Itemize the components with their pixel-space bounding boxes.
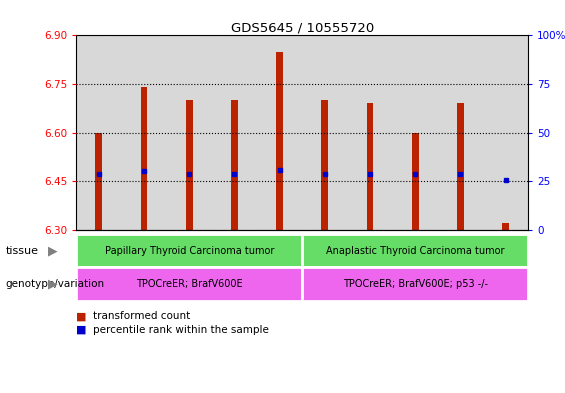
Bar [438, 35, 483, 230]
Bar [76, 234, 302, 267]
Text: genotype/variation: genotype/variation [6, 279, 105, 289]
Bar [457, 103, 464, 230]
Text: percentile rank within the sample: percentile rank within the sample [93, 325, 269, 335]
Text: ▶: ▶ [48, 244, 58, 257]
Bar [257, 35, 302, 230]
Bar [367, 103, 373, 230]
Bar [302, 267, 528, 301]
Bar [212, 35, 257, 230]
Bar [95, 133, 102, 230]
Bar [186, 100, 193, 230]
Text: transformed count: transformed count [93, 311, 190, 321]
Text: Anaplastic Thyroid Carcinoma tumor: Anaplastic Thyroid Carcinoma tumor [326, 246, 505, 255]
Bar [347, 35, 393, 230]
Text: ■: ■ [76, 325, 87, 335]
Text: Papillary Thyroid Carcinoma tumor: Papillary Thyroid Carcinoma tumor [105, 246, 274, 255]
Text: ■: ■ [76, 311, 87, 321]
Bar [412, 133, 419, 230]
Bar [121, 35, 167, 230]
Bar [302, 234, 528, 267]
Bar [76, 35, 121, 230]
Bar [502, 224, 509, 230]
Text: TPOCreER; BrafV600E; p53 -/-: TPOCreER; BrafV600E; p53 -/- [343, 279, 488, 289]
Text: ▶: ▶ [48, 277, 58, 290]
Title: GDS5645 / 10555720: GDS5645 / 10555720 [231, 21, 374, 34]
Bar [483, 35, 528, 230]
Bar [76, 267, 302, 301]
Bar [141, 87, 147, 230]
Bar [276, 51, 283, 230]
Bar [231, 100, 238, 230]
Text: tissue: tissue [6, 246, 38, 255]
Bar [393, 35, 438, 230]
Bar [167, 35, 212, 230]
Text: TPOCreER; BrafV600E: TPOCreER; BrafV600E [136, 279, 242, 289]
Bar [321, 100, 328, 230]
Bar [302, 35, 347, 230]
